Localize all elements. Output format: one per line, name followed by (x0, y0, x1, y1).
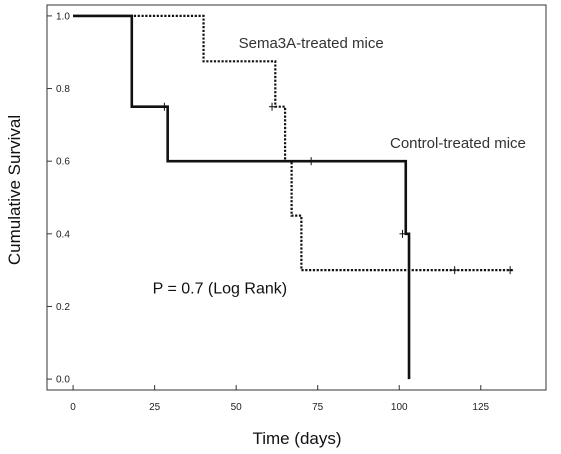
y-tick-label: 0.0 (56, 375, 70, 386)
x-tick-label: 125 (472, 402, 489, 413)
censor-mark (308, 157, 315, 166)
x-tick-label: 0 (70, 402, 76, 413)
x-axis-ticks: 0 25 50 75 100 125 (70, 385, 490, 413)
series-annotation: Control-treated mice (390, 135, 526, 152)
series-annotation: Sema3A-treated mice (239, 35, 384, 52)
y-tick-label: 0.6 (56, 157, 70, 168)
y-tick-label: 0.2 (56, 302, 70, 313)
x-tick-label: 75 (312, 402, 324, 413)
censor-mark (451, 266, 458, 275)
x-axis-title: Time (days) (252, 429, 341, 448)
y-axis-ticks: 0.0 0.2 0.4 0.6 0.8 1.0 (47, 11, 70, 386)
y-axis-title: Cumulative Survival (5, 115, 24, 265)
x-tick-label: 25 (149, 402, 161, 413)
series-line-0 (73, 14, 411, 380)
censor-mark (161, 102, 168, 111)
x-tick-label: 50 (231, 402, 243, 413)
p-value-label: P = 0.7 (Log Rank) (153, 280, 287, 297)
censor-mark (269, 102, 276, 111)
series-line-1 (73, 14, 514, 272)
plot-frame (46, 4, 547, 391)
y-tick-label: 0.8 (56, 84, 70, 95)
y-tick-label: 0.4 (56, 229, 70, 240)
censor-mark (507, 266, 514, 275)
y-tick-label: 1.0 (56, 11, 70, 22)
x-tick-label: 100 (391, 402, 408, 413)
annotation-layer: Sema3A-treated mice Control-treated mice P… (153, 35, 526, 297)
censor-mark (399, 229, 406, 238)
series-layer (73, 14, 514, 380)
